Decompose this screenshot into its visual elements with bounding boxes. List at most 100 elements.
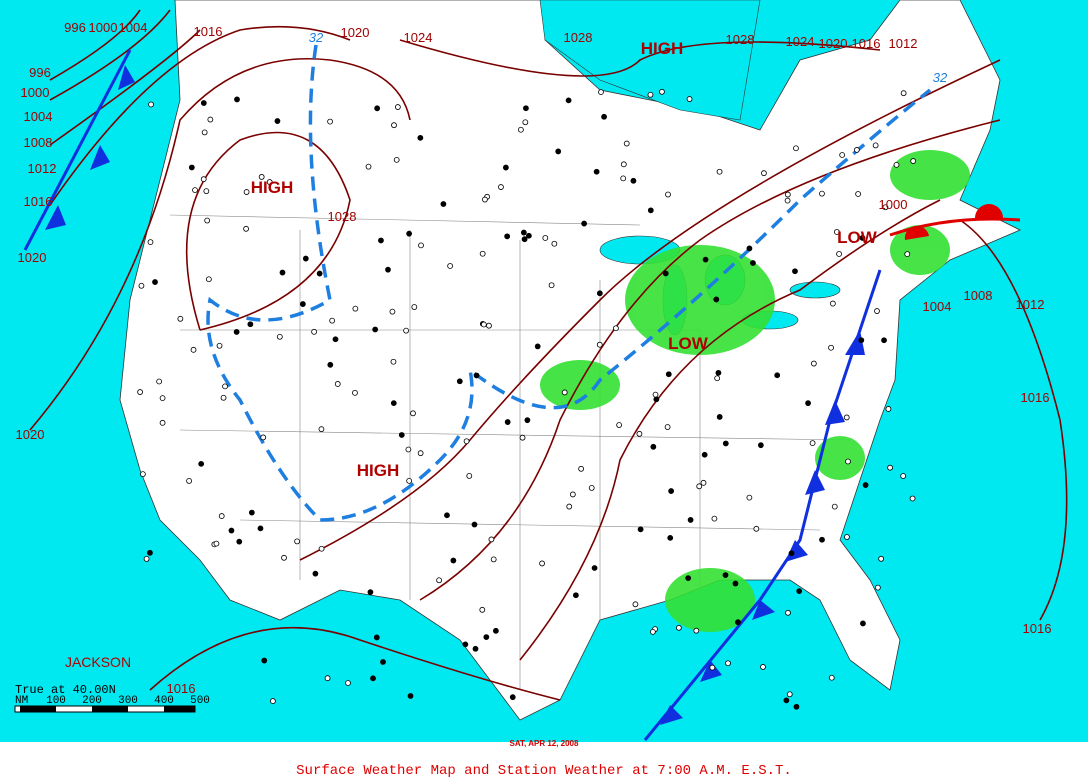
station xyxy=(566,503,573,510)
station xyxy=(294,538,301,545)
station xyxy=(785,609,791,616)
station xyxy=(274,118,281,124)
isobar-label: 996 xyxy=(29,65,51,80)
station xyxy=(373,634,380,641)
station xyxy=(406,477,413,484)
scale-label: True at 40.00N xyxy=(15,683,116,697)
station xyxy=(519,434,526,441)
scale-unit: NM xyxy=(15,695,28,707)
station xyxy=(492,627,499,634)
station xyxy=(216,342,223,349)
station xyxy=(490,556,497,563)
station xyxy=(327,361,334,368)
station xyxy=(578,465,585,472)
station xyxy=(662,270,669,277)
isobar xyxy=(299,59,1001,561)
station xyxy=(406,230,413,237)
station xyxy=(525,232,532,239)
station xyxy=(805,400,811,407)
station xyxy=(410,410,416,417)
pressure-center: LOW xyxy=(837,228,878,247)
station xyxy=(746,494,753,501)
station xyxy=(138,282,145,289)
station xyxy=(843,414,850,421)
station xyxy=(839,152,846,158)
station xyxy=(332,336,339,343)
station xyxy=(517,126,524,133)
station xyxy=(650,443,657,450)
station xyxy=(534,343,541,350)
front-symbol xyxy=(845,330,865,355)
front-symbol xyxy=(752,600,775,620)
station xyxy=(334,381,341,387)
station xyxy=(236,538,243,545)
station xyxy=(479,250,486,257)
station xyxy=(542,235,549,241)
isobar xyxy=(419,119,1001,601)
station xyxy=(653,396,660,403)
station xyxy=(649,628,656,635)
isobar-label: 1004 xyxy=(24,109,53,124)
station xyxy=(318,545,325,552)
station xyxy=(637,526,644,533)
station xyxy=(829,300,836,307)
station xyxy=(248,509,255,516)
station xyxy=(311,328,318,335)
station xyxy=(488,536,495,543)
station xyxy=(616,422,623,428)
isobar-label: 1024 xyxy=(786,34,815,49)
station xyxy=(243,225,249,232)
station xyxy=(327,118,334,125)
isobar-label: 1012 xyxy=(28,161,57,176)
station xyxy=(696,483,703,490)
station xyxy=(378,237,384,244)
precip-area xyxy=(665,568,755,632)
station xyxy=(572,592,579,599)
station xyxy=(260,434,267,441)
isobar xyxy=(49,9,141,81)
station xyxy=(874,584,881,591)
station xyxy=(440,201,447,207)
station xyxy=(761,170,767,177)
scale-tick: 100 xyxy=(46,695,66,707)
front-symbol xyxy=(700,660,722,682)
station xyxy=(407,693,414,699)
station xyxy=(722,572,729,579)
station xyxy=(623,140,630,147)
station xyxy=(833,229,840,235)
station xyxy=(139,471,146,478)
station xyxy=(750,260,756,266)
station xyxy=(450,557,457,564)
station xyxy=(668,488,675,494)
station xyxy=(205,276,212,283)
station xyxy=(900,90,907,97)
station xyxy=(523,105,529,112)
station xyxy=(299,301,306,307)
isobar-label: 1024 xyxy=(404,30,433,45)
station xyxy=(853,147,860,153)
station xyxy=(380,659,386,665)
station xyxy=(385,266,391,273)
scale-tick: 200 xyxy=(82,695,102,707)
station xyxy=(860,620,866,627)
station xyxy=(725,660,731,667)
station xyxy=(456,378,463,385)
station xyxy=(148,101,154,108)
station xyxy=(613,325,619,332)
scale-segment xyxy=(20,706,56,712)
station xyxy=(828,674,835,681)
isotherm-label: 32 xyxy=(309,30,324,45)
station xyxy=(810,360,817,367)
station xyxy=(591,565,598,571)
station xyxy=(220,394,227,401)
station xyxy=(502,164,509,171)
front-symbol xyxy=(825,400,845,425)
station xyxy=(200,100,207,106)
station xyxy=(509,694,516,701)
front-symbol xyxy=(785,540,808,562)
station xyxy=(247,321,254,328)
scale-segment xyxy=(92,706,128,712)
station xyxy=(783,697,790,704)
isobar-label: 1028 xyxy=(726,32,755,47)
